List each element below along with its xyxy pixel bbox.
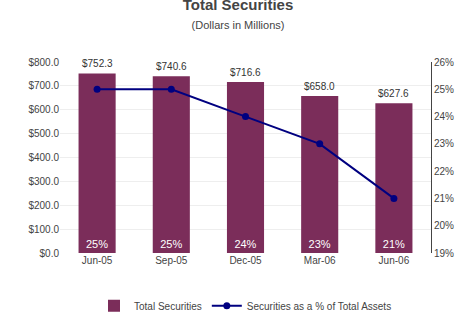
- svg-text:Total Securities: Total Securities: [134, 301, 202, 312]
- svg-text:Sep-05: Sep-05: [155, 255, 188, 266]
- svg-text:Securities as a % of Total Ass: Securities as a % of Total Assets: [247, 301, 391, 312]
- svg-text:$716.6: $716.6: [230, 67, 261, 78]
- svg-text:22%: 22%: [434, 166, 454, 177]
- svg-text:24%: 24%: [234, 238, 256, 250]
- svg-text:20%: 20%: [434, 220, 454, 231]
- svg-text:$752.3: $752.3: [82, 58, 113, 69]
- svg-text:19%: 19%: [434, 248, 454, 259]
- svg-text:$400.0: $400.0: [28, 152, 59, 163]
- svg-text:25%: 25%: [434, 84, 454, 95]
- svg-text:23%: 23%: [434, 138, 454, 149]
- svg-text:$600.0: $600.0: [28, 104, 59, 115]
- svg-text:$740.6: $740.6: [156, 61, 187, 72]
- svg-text:$658.0: $658.0: [304, 81, 335, 92]
- svg-text:Dec-05: Dec-05: [229, 255, 262, 266]
- svg-text:Jun-06: Jun-06: [379, 255, 410, 266]
- svg-text:21%: 21%: [434, 193, 454, 204]
- svg-text:26%: 26%: [434, 57, 454, 68]
- svg-text:21%: 21%: [383, 238, 405, 250]
- svg-text:$0.0: $0.0: [40, 248, 60, 259]
- svg-text:Jun-05: Jun-05: [82, 255, 113, 266]
- svg-text:Mar-06: Mar-06: [304, 255, 336, 266]
- svg-text:25%: 25%: [86, 238, 108, 250]
- svg-text:25%: 25%: [160, 238, 182, 250]
- svg-text:$500.0: $500.0: [28, 128, 59, 139]
- svg-text:$100.0: $100.0: [28, 224, 59, 235]
- svg-text:23%: 23%: [309, 238, 331, 250]
- svg-text:$300.0: $300.0: [28, 176, 59, 187]
- svg-text:Total Securities(Dollars in Mi: Total Securities(Dollars in Millions): [183, 0, 294, 31]
- svg-text:$800.0: $800.0: [28, 57, 59, 68]
- svg-text:$700.0: $700.0: [28, 80, 59, 91]
- svg-text:$200.0: $200.0: [28, 200, 59, 211]
- svg-text:24%: 24%: [434, 111, 454, 122]
- svg-text:$627.6: $627.6: [378, 88, 409, 99]
